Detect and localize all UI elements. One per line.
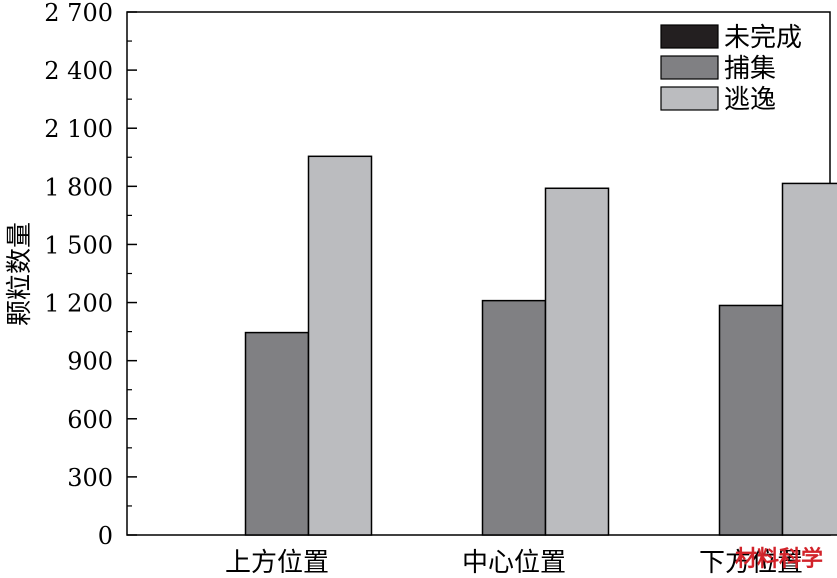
legend-label-1: 未完成 (724, 23, 802, 53)
y-tick-label: 2 700 (44, 0, 113, 27)
y-axis: 0 300 600 900 1 200 1 500 1 800 2 100 2 400 2 700 (44, 0, 137, 550)
y-tick-label: 300 (67, 464, 113, 492)
x-axis: 上方位置 中心位置 下方位置 (225, 548, 803, 578)
watermark: 材料科学 (735, 546, 823, 572)
y-tick-label: 1 500 (44, 231, 113, 259)
x-tick-label: 上方位置 (225, 548, 329, 578)
bars (244, 155, 837, 536)
y-tick-label: 900 (67, 348, 113, 376)
y-tick-label: 600 (67, 406, 113, 434)
bar-2-1 (244, 331, 310, 536)
bar-2-2 (481, 299, 547, 536)
legend-swatch-3 (660, 86, 719, 111)
legend-swatch-1 (660, 24, 719, 49)
y-tick-label: 2 100 (44, 115, 113, 143)
y-tick-label: 1 800 (44, 173, 113, 201)
bar-2-3 (718, 304, 784, 536)
x-tick-label: 下方位置 (699, 548, 803, 578)
y-tick-label: 1 200 (44, 290, 113, 318)
bar-3-3 (781, 182, 837, 536)
legend-label-3: 逃逸 (724, 85, 776, 115)
bar-3-1 (307, 155, 373, 536)
y-axis-label: 颗粒数量 (5, 222, 35, 326)
x-tick-label: 中心位置 (462, 548, 566, 578)
y-tick-label: 0 (98, 522, 113, 550)
y-tick-label: 2 400 (44, 57, 113, 85)
bar-3-2 (544, 187, 610, 536)
legend-swatch-2 (660, 55, 719, 80)
legend-label-2: 捕集 (724, 54, 776, 84)
